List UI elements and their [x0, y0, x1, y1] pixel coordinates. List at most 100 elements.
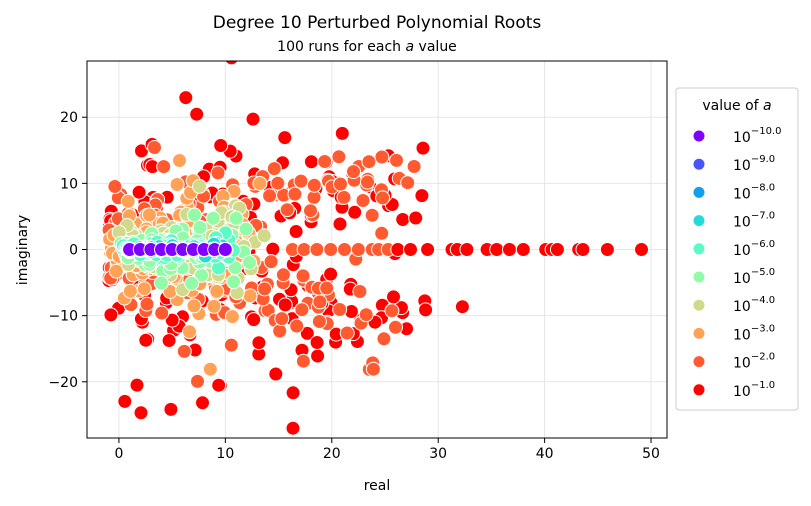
data-point — [293, 173, 309, 189]
data-point — [414, 188, 430, 204]
data-point — [164, 312, 180, 328]
data-point — [295, 268, 311, 284]
data-point — [224, 309, 240, 325]
data-point — [336, 189, 352, 205]
legend-label: 10−2.0 — [733, 352, 775, 372]
data-point — [125, 440, 139, 454]
data-point — [374, 149, 390, 165]
data-point — [358, 307, 374, 323]
data-point — [337, 242, 352, 257]
data-point — [303, 154, 319, 170]
data-point — [154, 305, 170, 321]
legend-marker — [692, 214, 706, 228]
data-point — [361, 154, 377, 170]
y-axis-label: imaginary — [15, 215, 31, 285]
data-point — [190, 373, 205, 389]
data-point — [346, 164, 361, 180]
legend-entry: 10−4.0 — [692, 295, 775, 315]
data-point — [129, 377, 145, 393]
data-point — [306, 177, 322, 193]
data-point — [163, 401, 179, 417]
data-point — [210, 165, 226, 181]
data-point — [251, 335, 267, 351]
data-point — [263, 254, 279, 270]
data-point — [333, 176, 348, 192]
data-point — [103, 307, 119, 323]
data-point — [374, 225, 390, 241]
data-point — [317, 154, 333, 169]
data-point — [107, 179, 123, 194]
data-point — [364, 207, 380, 223]
data-point — [256, 228, 272, 244]
data-point — [209, 283, 225, 299]
data-point — [108, 263, 124, 279]
data-point — [323, 242, 339, 257]
data-point — [275, 267, 291, 283]
data-point — [395, 212, 411, 227]
data-point — [309, 242, 325, 257]
y-tick-label: 0 — [69, 243, 78, 259]
legend-title: value of a — [702, 98, 771, 114]
legend-label: 10−10.0 — [733, 126, 781, 146]
legend-marker — [692, 242, 706, 256]
data-point — [459, 242, 475, 257]
data-point — [285, 385, 301, 401]
data-point — [192, 219, 208, 235]
data-point — [331, 149, 347, 165]
data-point — [172, 153, 187, 168]
data-point — [274, 311, 290, 327]
data-point — [186, 207, 202, 223]
x-tick-label: 20 — [323, 446, 341, 462]
legend-marker — [692, 157, 706, 171]
data-point — [257, 281, 273, 297]
data-point — [202, 361, 218, 377]
data-point — [406, 159, 422, 174]
data-point — [189, 106, 205, 122]
data-point — [347, 204, 363, 220]
data-point — [312, 294, 328, 310]
data-point — [390, 242, 406, 257]
y-tick-label: −20 — [48, 375, 78, 391]
legend-marker — [692, 326, 706, 340]
data-point — [192, 178, 207, 194]
data-point — [388, 319, 403, 335]
data-point — [319, 280, 335, 296]
data-point — [287, 186, 303, 202]
data-point — [339, 325, 355, 341]
legend-entry: 10−3.0 — [692, 323, 775, 343]
data-point — [147, 140, 162, 155]
data-point — [360, 174, 375, 190]
data-point — [634, 242, 649, 257]
data-point — [289, 318, 305, 334]
legend-entry: 10−7.0 — [692, 211, 775, 231]
legend-entry: 10−8.0 — [692, 182, 775, 202]
data-point — [277, 297, 293, 313]
data-point — [266, 161, 282, 177]
legend-label: 10−7.0 — [733, 211, 775, 231]
legend-label: 10−4.0 — [733, 295, 775, 315]
x-tick-label: 10 — [216, 446, 234, 462]
legend-label: 10−6.0 — [733, 239, 775, 259]
data-point — [332, 216, 348, 232]
data-point — [418, 302, 434, 318]
legend-marker — [692, 270, 706, 284]
data-point — [213, 138, 229, 153]
data-point — [454, 299, 470, 315]
data-point — [169, 177, 185, 192]
data-point — [384, 303, 400, 319]
legend-label: 10−9.0 — [733, 154, 775, 174]
data-point — [176, 343, 192, 359]
chart-title: Degree 10 Perturbed Polynomial Roots — [213, 13, 542, 33]
data-point — [294, 302, 310, 318]
data-point — [299, 325, 315, 341]
data-point — [223, 337, 239, 353]
y-axis-ticks: −20 −10 0 10 20 — [48, 110, 87, 391]
data-point — [408, 210, 424, 226]
data-point — [136, 281, 152, 297]
data-point — [599, 242, 615, 257]
data-point — [420, 242, 436, 257]
data-point — [355, 193, 371, 208]
data-point — [376, 331, 392, 347]
y-tick-label: −10 — [48, 309, 78, 325]
